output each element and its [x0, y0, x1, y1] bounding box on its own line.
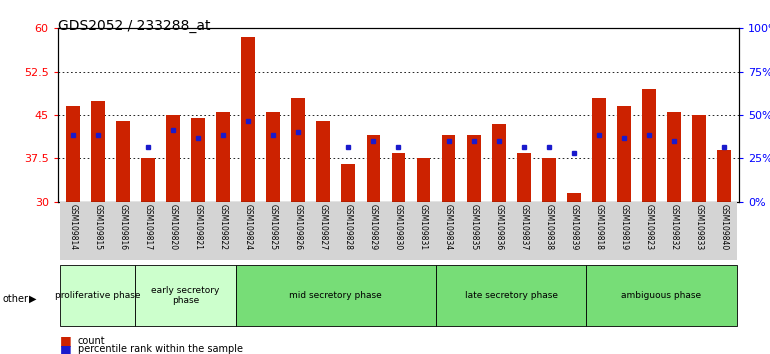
Bar — [486, 202, 511, 260]
Bar — [492, 124, 506, 202]
Bar — [386, 202, 411, 260]
Bar — [637, 202, 661, 260]
Text: GSM109817: GSM109817 — [143, 204, 152, 250]
Text: mid secretory phase: mid secretory phase — [290, 291, 382, 300]
Bar — [667, 112, 681, 202]
Bar — [241, 37, 255, 202]
Text: GSM109818: GSM109818 — [594, 204, 604, 250]
Bar — [85, 202, 110, 260]
Bar — [191, 118, 205, 202]
Bar — [266, 112, 280, 202]
Text: GSM109840: GSM109840 — [720, 204, 728, 250]
Bar — [617, 106, 631, 202]
Bar — [141, 159, 155, 202]
Bar — [166, 115, 180, 202]
Bar — [511, 202, 536, 260]
Text: GSM109815: GSM109815 — [93, 204, 102, 250]
Bar — [316, 121, 330, 202]
Text: GSM109829: GSM109829 — [369, 204, 378, 250]
Bar — [661, 202, 687, 260]
Text: GSM109832: GSM109832 — [670, 204, 678, 250]
Bar — [718, 150, 731, 202]
Bar — [467, 135, 480, 202]
Text: GSM109824: GSM109824 — [243, 204, 253, 250]
Text: GSM109816: GSM109816 — [119, 204, 127, 250]
Bar — [417, 159, 430, 202]
Text: GSM109825: GSM109825 — [269, 204, 278, 250]
Text: ■: ■ — [60, 343, 72, 354]
Bar — [261, 202, 286, 260]
Bar — [216, 112, 230, 202]
Text: GSM109820: GSM109820 — [169, 204, 178, 250]
Bar — [136, 265, 236, 326]
Text: GSM109837: GSM109837 — [519, 204, 528, 250]
Text: GSM109814: GSM109814 — [69, 204, 77, 250]
Bar — [711, 202, 737, 260]
Bar — [136, 202, 160, 260]
Text: GSM109836: GSM109836 — [494, 204, 503, 250]
Text: GSM109831: GSM109831 — [419, 204, 428, 250]
Text: GDS2052 / 233288_at: GDS2052 / 233288_at — [58, 19, 210, 34]
Bar — [110, 202, 136, 260]
Bar — [60, 202, 85, 260]
Bar — [291, 98, 305, 202]
Bar — [91, 101, 105, 202]
Bar — [542, 159, 556, 202]
Bar — [341, 164, 355, 202]
Text: ■: ■ — [60, 334, 72, 347]
Bar — [160, 202, 186, 260]
Bar — [411, 202, 436, 260]
Text: GSM109835: GSM109835 — [469, 204, 478, 250]
Text: GSM109826: GSM109826 — [294, 204, 303, 250]
Text: GSM109819: GSM109819 — [619, 204, 628, 250]
Text: GSM109834: GSM109834 — [444, 204, 453, 250]
Text: count: count — [78, 336, 105, 346]
Bar — [692, 115, 706, 202]
Bar — [517, 153, 531, 202]
Bar — [592, 98, 606, 202]
Bar — [587, 202, 611, 260]
Bar — [286, 202, 311, 260]
Text: GSM109839: GSM109839 — [569, 204, 578, 250]
Bar — [66, 106, 79, 202]
Text: GSM109823: GSM109823 — [644, 204, 654, 250]
Bar — [336, 202, 361, 260]
Bar — [361, 202, 386, 260]
Bar — [60, 265, 136, 326]
Bar — [236, 202, 261, 260]
Text: GSM109828: GSM109828 — [344, 204, 353, 250]
Text: proliferative phase: proliferative phase — [55, 291, 141, 300]
Text: ▶: ▶ — [29, 294, 37, 304]
Text: GSM109821: GSM109821 — [193, 204, 203, 250]
Bar — [311, 202, 336, 260]
Bar — [611, 202, 637, 260]
Bar — [442, 135, 456, 202]
Bar — [587, 265, 737, 326]
Text: early secretory
phase: early secretory phase — [152, 286, 219, 305]
Bar — [236, 265, 436, 326]
Bar — [210, 202, 236, 260]
Text: GSM109833: GSM109833 — [695, 204, 704, 250]
Text: other: other — [2, 294, 28, 304]
Bar — [561, 202, 587, 260]
Text: GSM109822: GSM109822 — [219, 204, 228, 250]
Bar — [436, 202, 461, 260]
Bar — [536, 202, 561, 260]
Bar — [687, 202, 711, 260]
Bar — [367, 135, 380, 202]
Bar — [392, 153, 405, 202]
Text: late secretory phase: late secretory phase — [465, 291, 557, 300]
Text: percentile rank within the sample: percentile rank within the sample — [78, 344, 243, 354]
Text: ambiguous phase: ambiguous phase — [621, 291, 701, 300]
Bar — [461, 202, 486, 260]
Bar — [567, 193, 581, 202]
Bar — [116, 121, 130, 202]
Text: GSM109830: GSM109830 — [394, 204, 403, 250]
Bar — [186, 202, 210, 260]
Text: GSM109838: GSM109838 — [544, 204, 554, 250]
Bar — [436, 265, 587, 326]
Bar — [642, 89, 656, 202]
Text: GSM109827: GSM109827 — [319, 204, 328, 250]
